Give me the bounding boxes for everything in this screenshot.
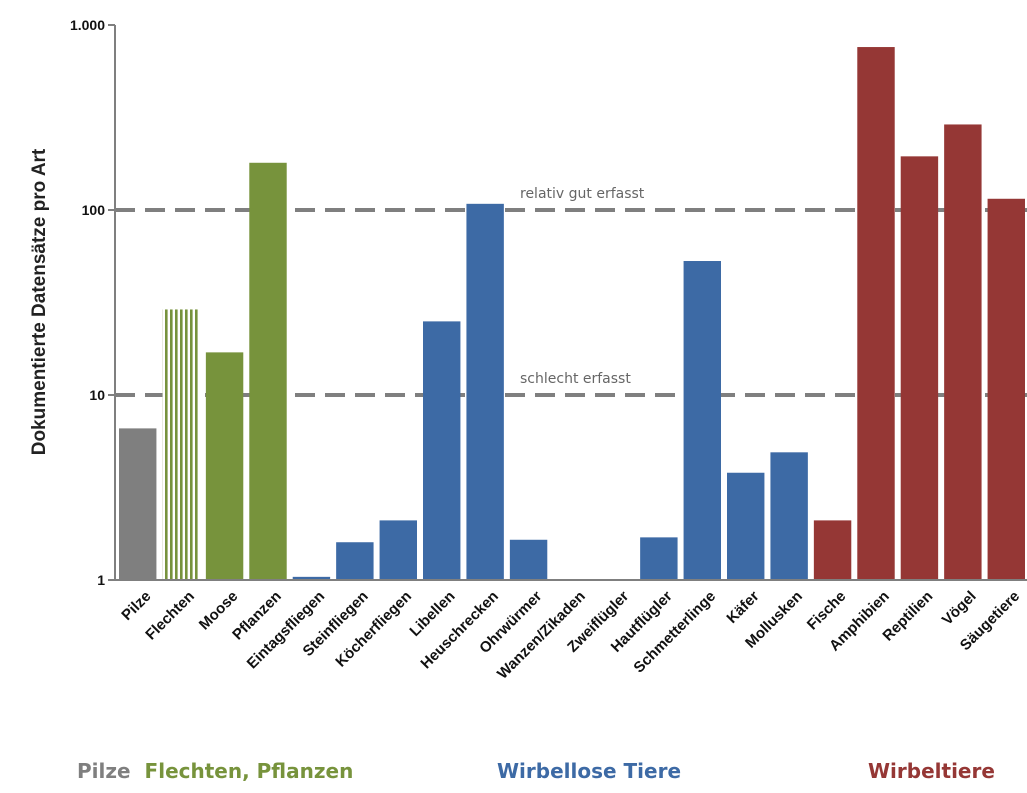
x-tick-label-6: Köcherfliegen (332, 588, 415, 671)
bar-16 (813, 520, 852, 580)
bar-2 (205, 352, 244, 580)
bar-0 (119, 428, 157, 580)
y-axis-title: Dokumentierte Datensätze pro Art (29, 148, 50, 455)
y-tick-label-0: 1 (97, 572, 105, 588)
y-tick-label-1: 10 (89, 387, 105, 403)
group-label-wirbeltiere: Wirbeltiere (868, 759, 995, 783)
x-tick-label-19: Vögel (939, 588, 980, 629)
x-tick-label-0: Pilze (118, 588, 154, 624)
bar-14 (727, 472, 765, 580)
bar-13 (683, 261, 721, 580)
bar-17 (857, 47, 895, 580)
group-label-wirbellose-tiere: Wirbellose Tiere (497, 759, 681, 783)
bar-3 (249, 162, 287, 580)
x-tick-label-13: Schmetterlinge (630, 588, 719, 677)
bar-12 (640, 537, 678, 580)
bar-8 (466, 203, 504, 581)
bars (119, 47, 1025, 581)
bar-20 (987, 198, 1025, 580)
reference-line-label-0: relativ gut erfasst (520, 186, 645, 202)
bar-4 (292, 576, 331, 580)
bar-6 (379, 520, 417, 580)
reference-line-label-1: schlecht erfasst (520, 371, 631, 387)
y-tick-label-3: 1.000 (70, 17, 105, 33)
x-tick-label-14: Käfer (723, 588, 762, 627)
bar-15 (770, 452, 808, 580)
bar-5 (336, 542, 374, 580)
category-labels: PilzeFlechtenMoosePflanzenEintagsfliegen… (118, 588, 1023, 683)
axes: 1 10 100 1.000 (70, 17, 1027, 588)
bar-1 (162, 309, 200, 580)
x-tick-label-8: Heuschrecken (417, 588, 502, 673)
group-label-pilze: Pilze (77, 759, 131, 783)
bar-18 (900, 156, 939, 580)
group-labels: Pilze Flechten, Pflanzen (77, 759, 353, 783)
bar-9 (509, 539, 548, 580)
bar-19 (944, 124, 982, 581)
x-tick-label-4: Eintagsfliegen (244, 588, 329, 673)
group-label-flechten-pflanzen: Flechten, Pflanzen (145, 759, 354, 783)
bar-7 (423, 321, 461, 580)
y-tick-label-2: 100 (82, 202, 106, 218)
